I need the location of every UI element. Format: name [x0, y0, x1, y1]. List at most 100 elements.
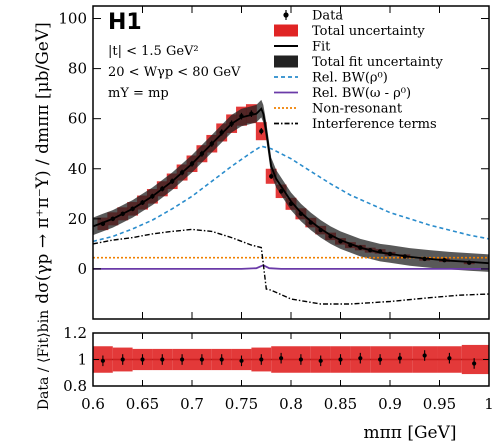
legend-label: Rel. BW(ω - ρ⁰) [312, 86, 411, 101]
ylabel-top: dσ(γp → π⁺π⁻Y) / dmππ [μb/GeV] [33, 22, 53, 304]
data-point [239, 113, 244, 119]
ratio-ytick-label: 1.2 [63, 324, 87, 342]
data-point [402, 254, 408, 259]
legend-label: Total fit uncertainty [312, 55, 443, 70]
legend-label: Data [312, 9, 343, 24]
data-point [219, 130, 224, 135]
experiment-label: H1 [108, 10, 142, 35]
xtick-label: 1 [484, 395, 494, 413]
legend-item: Interference terms [274, 117, 437, 132]
rho-bw-curve [93, 145, 489, 243]
ratio-ytick-label: 0.8 [63, 377, 87, 395]
fit-curve [93, 107, 489, 265]
ratio-point [199, 357, 204, 362]
ratio-point [378, 357, 383, 362]
legend-label: Non-resonant [312, 102, 403, 117]
data-point [120, 211, 125, 217]
data-point [189, 161, 195, 166]
data-point [150, 194, 155, 199]
xtick-label: 0.85 [324, 395, 357, 413]
ratio-point [397, 356, 402, 361]
xtick-label: 0.7 [180, 395, 204, 413]
data-point [308, 220, 313, 225]
legend-label: Total uncertainty [312, 24, 425, 39]
xtick-label: 0.95 [423, 395, 456, 413]
legend-label: Interference terms [312, 117, 437, 132]
data-point [278, 189, 284, 194]
ratio-point [219, 357, 224, 362]
cut-t: |t| < 1.5 GeV² [108, 44, 199, 59]
data-point [328, 234, 333, 239]
ratio-point [180, 357, 185, 362]
ratio-point [120, 357, 125, 362]
data-point [269, 174, 274, 179]
data-point [199, 151, 205, 156]
ratio-point [239, 358, 244, 363]
data-point [288, 201, 294, 207]
data-point [229, 121, 234, 126]
data-point [140, 200, 145, 205]
legend-fit-uncertainty-swatch [274, 55, 298, 68]
main-ytick-label: 60 [68, 110, 87, 128]
ratio-point [259, 357, 264, 362]
legend-item: Fit [274, 40, 331, 55]
data-point [298, 211, 304, 217]
ratio-point [279, 356, 284, 361]
data-point [130, 206, 135, 212]
ratio-point [140, 357, 145, 362]
data-point [442, 257, 447, 263]
data-point [377, 249, 383, 254]
data-point [259, 129, 264, 134]
data-point [249, 111, 254, 116]
legend-item: Rel. BW(ω - ρ⁰) [274, 86, 411, 101]
xtick-label: 0.75 [225, 395, 258, 413]
ratio-point [422, 353, 427, 358]
data-point [338, 239, 343, 244]
legend-item: Total fit uncertainty [274, 55, 443, 70]
ratio-point [318, 358, 323, 363]
ratio-point [472, 361, 477, 366]
legend-item: Non-resonant [274, 102, 403, 117]
ratio-point [447, 356, 452, 361]
legend-label: Fit [312, 40, 331, 55]
data-point [348, 242, 353, 248]
interference-curve [93, 228, 489, 305]
data-point [387, 251, 393, 257]
legend-data-marker [283, 12, 289, 18]
data-point [160, 186, 165, 191]
ratio-plot-panel: 0.8 1 1.2 0.6 0.65 0.7 0.75 0.8 0.85 0.9 0.95 1 [63, 324, 494, 413]
main-ytick-label: 100 [58, 10, 87, 28]
data-point [467, 260, 472, 265]
data-point [318, 227, 323, 233]
data-point [358, 245, 363, 250]
xtick-label: 0.65 [126, 395, 159, 413]
main-ytick-label: 20 [68, 210, 87, 228]
legend-item: Total uncertainty [274, 24, 425, 39]
ratio-point [160, 357, 165, 362]
data-point [100, 221, 106, 227]
ylabel-bottom: Data / ⟨Fit⟩bin [36, 310, 52, 410]
cut-my: mY = mp [108, 86, 169, 101]
xlabel: mππ [GeV] [363, 423, 456, 443]
data-point [170, 179, 175, 184]
data-point [422, 256, 427, 262]
legend-item: Rel. BW(ρ⁰) [274, 71, 388, 86]
legend-item: Data [283, 9, 343, 24]
xtick-label: 0.6 [81, 395, 105, 413]
ratio-point [338, 357, 343, 362]
ratio-ytick-label: 1 [77, 351, 87, 369]
data-point [209, 141, 214, 146]
legend-total-uncertainty-swatch [274, 24, 298, 37]
main-ytick-label: 0 [77, 260, 87, 278]
xtick-label: 0.9 [378, 395, 402, 413]
main-ytick-label: 80 [68, 60, 87, 78]
xtick-label: 0.8 [279, 395, 303, 413]
data-point [179, 170, 185, 175]
data-point [368, 247, 373, 253]
ratio-point [100, 358, 105, 363]
fit-uncertainty-band [93, 99, 489, 272]
ratio-point [298, 357, 303, 362]
data-point [110, 216, 116, 222]
